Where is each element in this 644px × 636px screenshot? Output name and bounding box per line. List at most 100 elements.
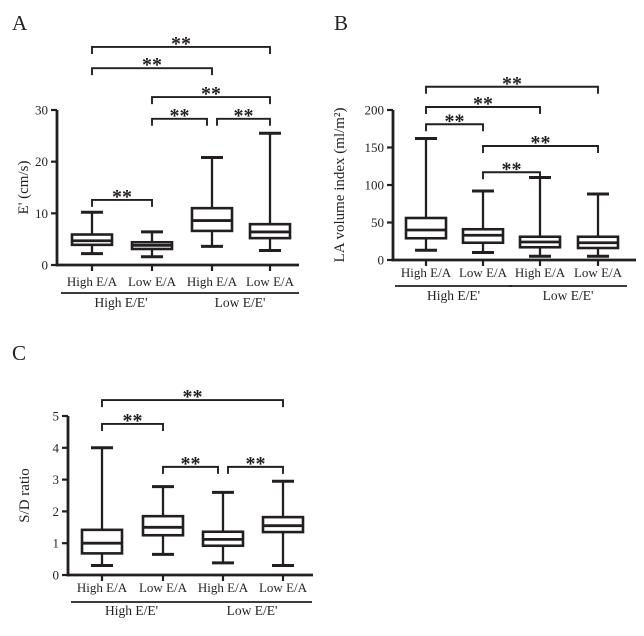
significance-bracket: [91, 198, 153, 207]
significance-stars: **: [181, 453, 201, 475]
category-label: Low E/A: [139, 580, 188, 595]
significance-stars: **: [502, 158, 522, 180]
significance-stars: **: [201, 83, 221, 105]
category-label: Low E/A: [128, 274, 177, 289]
panel-letter: C: [12, 341, 26, 365]
significance-stars: **: [234, 105, 254, 127]
significance-bracket-group: **: [482, 132, 599, 154]
significance-bracket-group: **: [425, 73, 599, 95]
panel-letter: B: [334, 11, 348, 35]
significance-stars: **: [531, 132, 551, 154]
significance-bracket: [227, 465, 284, 474]
box-plot-group: [130, 230, 174, 259]
box-plot-group: [141, 485, 185, 556]
significance-bracket-group: **: [91, 54, 213, 76]
significance-bracket-group: **: [162, 453, 219, 475]
significance-bracket-group: **: [101, 386, 284, 408]
significance-stars: **: [473, 93, 493, 115]
box-plot-group: [518, 176, 562, 258]
significance-bracket-group: **: [101, 410, 164, 432]
significance-bracket: [216, 117, 271, 126]
significance-bracket: [151, 96, 271, 105]
iqr-box: [141, 514, 185, 537]
y-axis-title: E' (cm/s): [16, 161, 32, 215]
supergroup-label: High E/E': [105, 603, 158, 618]
significance-bracket: [425, 123, 484, 132]
significance-bracket-group: **: [425, 93, 541, 115]
category-label: High E/A: [77, 580, 128, 595]
y-tick-label: 5: [53, 409, 60, 424]
significance-stars: **: [171, 33, 191, 55]
significance-bracket: [425, 106, 541, 114]
significance-bracket-group: **: [425, 110, 484, 132]
significance-bracket: [151, 117, 208, 126]
y-tick-label: 3: [53, 472, 60, 487]
y-tick-label: 1: [53, 536, 60, 551]
significance-bracket: [482, 145, 599, 153]
panel-c: C ** ** ** ** 0 1 2 3 4 5 S/D ratio High E/A Low E/A H…: [0, 330, 322, 636]
category-label: Low E/A: [459, 265, 508, 280]
significance-stars: **: [170, 105, 190, 127]
significance-stars: **: [112, 186, 132, 208]
significance-bracket-group: **: [91, 33, 271, 55]
significance-bracket: [425, 85, 599, 94]
supergroup-label: Low E/E': [215, 295, 266, 310]
category-label: High E/A: [198, 580, 249, 595]
y-tick-label: 0: [42, 258, 49, 273]
y-axis-title: S/D ratio: [17, 468, 33, 523]
panel-a-chart: A ** ** ** ** ** ** 0 10 20 30 E' (cm/s) High E/A Low…: [12, 11, 299, 310]
y-tick-label: 50: [371, 215, 384, 230]
significance-bracket: [101, 399, 284, 408]
y-tick-label: 2: [53, 504, 60, 519]
category-label: High E/A: [187, 274, 238, 289]
box-plot-group: [248, 131, 292, 253]
significance-bracket-group: **: [216, 105, 271, 127]
category-label: Low E/A: [574, 265, 623, 280]
significance-bracket: [101, 423, 164, 431]
y-tick-label: 100: [365, 178, 385, 193]
significance-stars: **: [445, 110, 465, 132]
significance-bracket-group: **: [151, 83, 271, 105]
box-plot-group: [190, 156, 234, 248]
supergroup-label: Low E/E': [543, 288, 594, 303]
y-tick-label: 10: [35, 206, 48, 221]
y-axis-title: LA volume index (ml/m²): [332, 108, 348, 263]
y-tick-label: 30: [35, 103, 48, 118]
iqr-box: [404, 216, 448, 240]
supergroup-label: Low E/E': [227, 603, 278, 618]
y-tick-label: 0: [378, 253, 385, 268]
y-tick-label: 200: [365, 103, 385, 118]
significance-stars: **: [183, 386, 203, 408]
supergroup-label: High E/E': [427, 288, 480, 303]
panel-letter: A: [12, 11, 28, 35]
box-plot-group: [261, 479, 305, 567]
y-tick-label: 150: [365, 140, 385, 155]
significance-bracket-group: **: [227, 453, 284, 475]
panel-a: A ** ** ** ** ** ** 0 10 20 30 E' (cm/s) High E/A Low…: [0, 0, 322, 330]
category-label: High E/A: [67, 274, 118, 289]
supergroup-label: High E/E': [94, 295, 147, 310]
box-plot-group: [201, 490, 245, 565]
iqr-box: [80, 528, 124, 555]
panel-b-chart: B ** ** ** ** ** 0 50 100 150 200 LA volume index (…: [332, 11, 636, 303]
significance-bracket: [91, 46, 271, 54]
significance-stars: **: [246, 453, 266, 475]
box-plot-group: [80, 446, 124, 567]
category-label: Low E/A: [259, 580, 308, 595]
y-tick-label: 20: [35, 154, 48, 169]
significance-bracket: [482, 171, 541, 180]
significance-bracket-group: **: [482, 158, 541, 180]
significance-stars: **: [502, 73, 522, 95]
box-plot-group: [576, 192, 620, 258]
box-plot-group: [404, 137, 448, 252]
box-plot-group: [461, 189, 505, 254]
category-label: Low E/A: [246, 274, 295, 289]
category-label: High E/A: [401, 265, 452, 280]
panel-c-chart: C ** ** ** ** 0 1 2 3 4 5 S/D ratio High E/A Low E/A H…: [12, 341, 313, 618]
y-tick-label: 4: [53, 440, 60, 455]
panel-b: B ** ** ** ** ** 0 50 100 150 200 LA volume index (…: [322, 0, 644, 330]
significance-stars: **: [142, 54, 162, 76]
category-label: High E/A: [515, 265, 566, 280]
y-tick-label: 0: [53, 568, 60, 583]
